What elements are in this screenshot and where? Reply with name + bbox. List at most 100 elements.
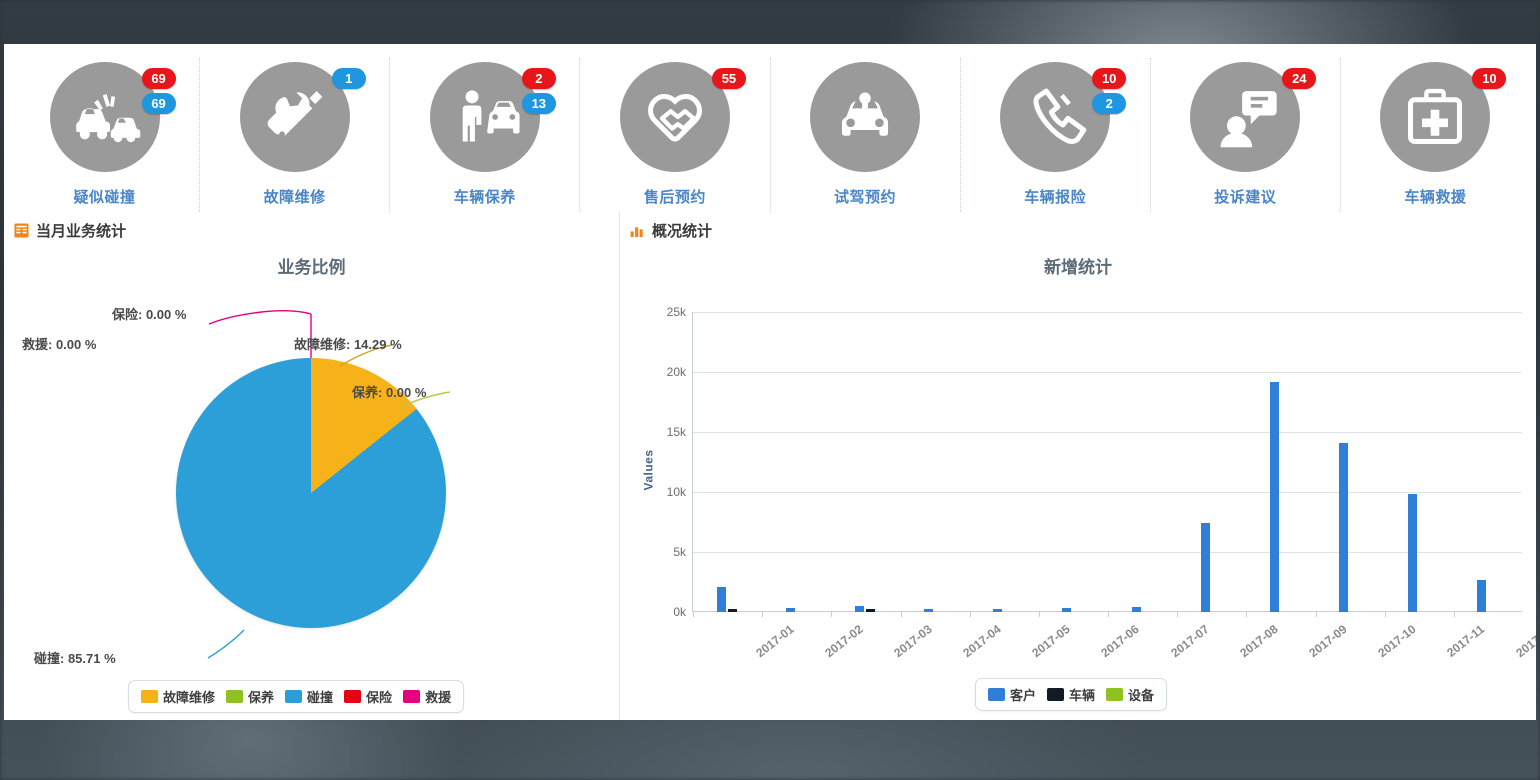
bar-legend: 客户 车辆 设备 (975, 678, 1168, 711)
pie-label-baoyang: 保养: 0.00 % (352, 385, 427, 400)
gridline (693, 552, 1522, 553)
x-axis-label: 2017-08 (1237, 622, 1281, 661)
panel-monthly-business: 当月业务统计 业务比例 保险: 0.00 % 救援: 0.00 % 故障维修: … (4, 212, 620, 720)
phone-damage-icon[interactable]: 10 2 (1000, 62, 1127, 172)
dashboard-app: 69 69 疑似碰撞 1 故障维修 2 13 车辆保养 55 售后预约 试驾预约 10 2 车辆报险 24 投… (4, 44, 1536, 720)
panel-title-left: 当月业务统计 (36, 223, 127, 240)
x-axis-tickmark (969, 612, 971, 617)
legend-item[interactable]: 车辆 (1047, 685, 1095, 704)
panel-header-left: 当月业务统计 (4, 212, 619, 247)
shortcut-handshake[interactable]: 55 售后预约 (580, 58, 771, 212)
panels-row: 当月业务统计 业务比例 保险: 0.00 % 救援: 0.00 % 故障维修: … (4, 212, 1536, 720)
x-axis-line (693, 611, 1522, 612)
bar-客户[interactable] (1477, 579, 1487, 612)
bar-客户[interactable] (1062, 608, 1072, 612)
legend-label: 救援 (425, 690, 452, 705)
bar-chart-icon (630, 223, 645, 238)
bar-客户[interactable] (1269, 381, 1279, 612)
legend-swatch (1106, 688, 1124, 701)
bar-客户[interactable] (785, 608, 795, 612)
legend-label: 客户 (1010, 688, 1037, 703)
shortcut-wrench-screwdriver[interactable]: 1 故障维修 (200, 58, 391, 212)
legend-label: 故障维修 (163, 690, 216, 705)
bar-客户[interactable] (1200, 523, 1210, 612)
badge-group: 2 13 (521, 68, 556, 114)
x-axis-tickmark (1453, 612, 1455, 617)
legend-item[interactable]: 碰撞 (285, 687, 333, 706)
badge-count-red: 69 (141, 68, 176, 89)
shortcut-strip: 69 69 疑似碰撞 1 故障维修 2 13 车辆保养 55 售后预约 试驾预约 10 2 车辆报险 24 投… (4, 44, 1536, 212)
shortcut-person-speech-bubble[interactable]: 24 投诉建议 (1151, 58, 1341, 212)
x-axis-tickmark (693, 612, 694, 617)
first-aid-kit-icon[interactable]: 10 (1380, 62, 1507, 172)
badge-count-red: 2 (521, 68, 556, 89)
x-axis-label: 2017-05 (1029, 622, 1073, 661)
shortcut-first-aid-kit[interactable]: 10 车辆救援 (1341, 58, 1530, 212)
bar-客户[interactable] (993, 609, 1003, 612)
car-key-icon[interactable] (810, 62, 921, 172)
legend-label: 保养 (248, 690, 275, 705)
x-axis-tickmark (1038, 612, 1040, 617)
shortcut-label: 售后预约 (643, 189, 706, 206)
gridline (693, 492, 1522, 493)
pie-label-guzhangweixiu: 故障维修: 14.29 % (294, 337, 402, 352)
shortcut-label: 投诉建议 (1214, 189, 1277, 206)
shortcut-phone-damage[interactable]: 10 2 车辆报险 (961, 58, 1151, 212)
person-car-service-icon[interactable]: 2 13 (429, 62, 556, 172)
pie-label-baoxian: 保险: 0.00 % (112, 307, 187, 322)
handshake-icon[interactable]: 55 (619, 62, 746, 172)
bar-车辆[interactable] (727, 609, 737, 612)
car-collision-icon[interactable]: 69 69 (49, 62, 176, 172)
y-axis-tick: 10k (666, 485, 686, 499)
legend-item[interactable]: 保险 (344, 687, 392, 706)
shortcut-label: 车辆保养 (453, 189, 516, 206)
bar-客户[interactable] (716, 587, 726, 612)
bar-chart-y-axis-label: Values (641, 449, 656, 491)
y-axis-tick: 5k (673, 545, 686, 559)
bar-车辆[interactable] (865, 609, 875, 612)
bar-chart: Values 0k 5k 10k 15k 20k 25k 2017-01 2017-02 201… (620, 278, 1536, 718)
bar-group (1408, 494, 1439, 612)
x-axis-tickmark (1384, 612, 1386, 617)
legend-item[interactable]: 设备 (1106, 685, 1154, 704)
bar-客户[interactable] (924, 608, 934, 612)
bar-客户[interactable] (1408, 494, 1418, 612)
legend-item[interactable]: 客户 (988, 685, 1036, 704)
legend-label: 设备 (1128, 688, 1155, 703)
x-axis-tickmark (1177, 612, 1179, 617)
legend-swatch (344, 690, 362, 703)
bar-客户[interactable] (854, 606, 864, 612)
shortcut-label: 车辆报险 (1024, 189, 1087, 206)
shortcut-car-key[interactable]: 试驾预约 (771, 58, 961, 212)
badge-group: 10 (1472, 68, 1507, 89)
gridline (693, 372, 1522, 373)
legend-item[interactable]: 保养 (226, 687, 274, 706)
badge-count-blue: 1 (331, 68, 366, 89)
legend-item[interactable]: 救援 (403, 687, 451, 706)
shortcut-car-collision[interactable]: 69 69 疑似碰撞 (10, 58, 201, 212)
x-axis-label: 2017-10 (1375, 622, 1419, 661)
legend-label: 碰撞 (307, 690, 334, 705)
shortcut-person-car-service[interactable]: 2 13 车辆保养 (390, 58, 581, 212)
bar-group (924, 608, 955, 612)
shortcut-label: 故障维修 (263, 189, 326, 206)
bar-group (785, 608, 817, 612)
bar-group (993, 609, 1024, 612)
legend-swatch (1047, 688, 1065, 701)
badge-count-blue: 2 (1092, 93, 1127, 114)
badge-group: 24 (1282, 68, 1317, 89)
pie-legend: 故障维修 保养 碰撞 保险 救援 (128, 680, 465, 713)
shortcut-label: 试驾预约 (834, 189, 897, 206)
x-axis-label: 2017-12 (1513, 622, 1536, 661)
bar-客户[interactable] (1131, 607, 1141, 612)
badge-count-red: 10 (1092, 68, 1127, 89)
person-speech-bubble-icon[interactable]: 24 (1190, 62, 1317, 172)
wrench-screwdriver-icon[interactable]: 1 (239, 62, 366, 172)
legend-item[interactable]: 故障维修 (141, 687, 215, 706)
badge-group: 69 69 (141, 68, 176, 114)
bar-chart-plot-area: 0k 5k 10k 15k 20k 25k 2017-01 2017-02 2017-03 201… (667, 305, 1536, 660)
x-axis-label: 2017-09 (1306, 622, 1350, 661)
bar-客户[interactable] (1339, 442, 1349, 612)
x-axis-label: 2017-06 (1098, 622, 1143, 661)
x-axis-tickmark (900, 612, 902, 617)
